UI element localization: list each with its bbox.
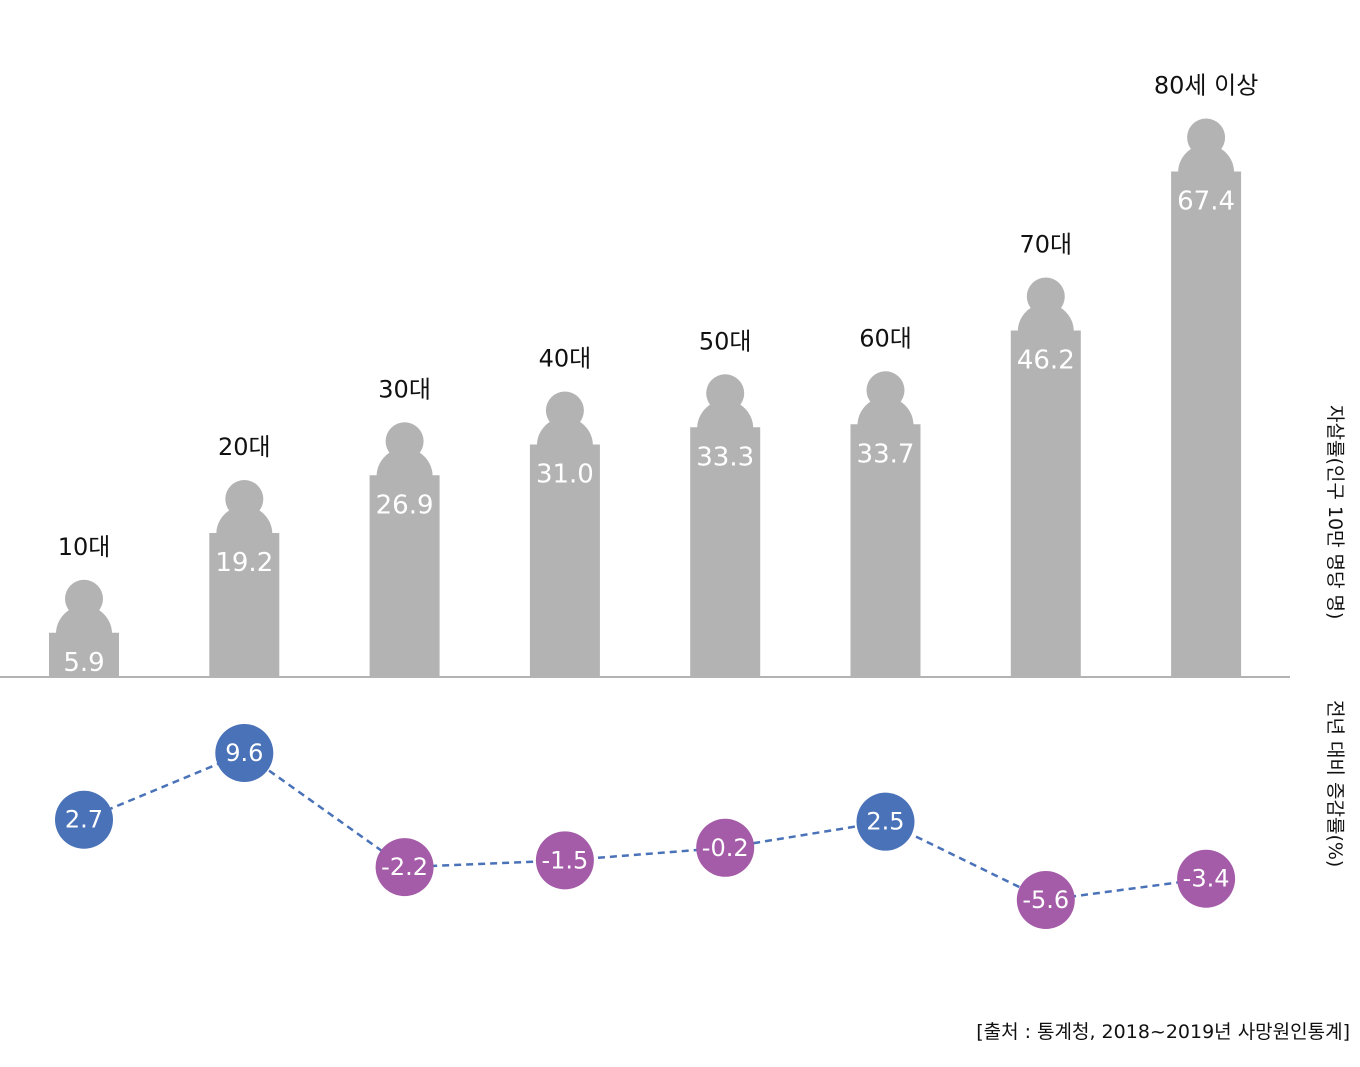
bar-figure: 67.4 80세 이상 xyxy=(1154,72,1258,677)
bar xyxy=(49,632,119,677)
bar-figure: 46.2 70대 xyxy=(1010,231,1081,677)
category-label: 70대 xyxy=(1019,231,1072,259)
point-value-label: -3.4 xyxy=(1183,865,1230,893)
point-value-label: -1.5 xyxy=(541,846,588,874)
category-label: 40대 xyxy=(539,345,592,373)
bar-axis-title: 자살률(인구 10만 명당 명) xyxy=(1324,405,1346,619)
bar-value-label: 26.9 xyxy=(376,490,434,520)
person-shoulders xyxy=(376,448,433,477)
bar-value-label: 67.4 xyxy=(1177,187,1235,217)
person-head-icon xyxy=(706,374,745,413)
bar-figure: 19.2 20대 xyxy=(209,433,280,677)
person-head-icon xyxy=(65,579,103,618)
line-point: -5.6 xyxy=(1016,871,1075,929)
source-note: [출처 : 통계청, 2018~2019년 사망원인통계] xyxy=(976,1021,1350,1043)
person-shoulders xyxy=(1178,144,1235,173)
bar-value-label: 33.3 xyxy=(696,442,754,472)
bar-value-label: 33.7 xyxy=(857,439,915,469)
bar xyxy=(850,424,921,677)
negative-point-marker xyxy=(1016,871,1075,929)
category-label: 10대 xyxy=(58,533,111,561)
line-point: 2.7 xyxy=(55,790,113,849)
bar xyxy=(690,427,761,677)
bar-value-label: 31.0 xyxy=(536,460,594,490)
category-label: 80세 이상 xyxy=(1154,72,1258,100)
person-shoulders xyxy=(536,417,593,446)
positive-point-marker xyxy=(856,792,915,851)
person-shoulders xyxy=(697,400,754,429)
person-head-icon xyxy=(385,422,424,461)
person-shoulders xyxy=(857,397,914,426)
line-point: -3.4 xyxy=(1177,849,1236,908)
negative-point-marker xyxy=(1177,849,1236,908)
dots-layer: 2.7 9.6 -2.2 -1.5 -0.2 2.5 -5.6 -3.4 xyxy=(55,724,1236,929)
bars-layer: 5.9 10대 19.2 20대 26.9 30대 31.0 40대 33.3 50대 33.7 60… xyxy=(49,72,1258,678)
line-axis-title: 전년 대비 증감률(%) xyxy=(1324,700,1346,867)
category-label: 50대 xyxy=(699,327,752,355)
person-head-icon xyxy=(1187,118,1226,157)
bar-value-label: 19.2 xyxy=(215,548,273,578)
bar-figure: 31.0 40대 xyxy=(529,345,600,677)
line-point: 2.5 xyxy=(856,792,915,851)
point-value-label: 9.6 xyxy=(225,739,263,767)
bar-figure: 33.3 50대 xyxy=(690,327,761,677)
category-label: 30대 xyxy=(378,375,431,403)
person-head-icon xyxy=(545,391,584,430)
point-value-label: -0.2 xyxy=(702,834,749,862)
bar xyxy=(209,533,280,677)
line-point: -0.2 xyxy=(696,818,755,877)
bar-value-label: 46.2 xyxy=(1017,346,1075,376)
bar xyxy=(529,444,600,677)
series-line xyxy=(83,751,1207,902)
line-point: -1.5 xyxy=(535,831,594,890)
person-shoulders xyxy=(216,506,273,534)
person-head-icon xyxy=(866,371,905,410)
bar xyxy=(1010,330,1081,677)
bar-figure: 26.9 30대 xyxy=(369,375,440,677)
person-head-icon xyxy=(225,480,264,518)
bar-figure: 5.9 10대 xyxy=(49,533,119,678)
bar-value-label: 5.9 xyxy=(63,648,104,678)
point-value-label: 2.7 xyxy=(65,806,103,834)
point-value-label: -2.2 xyxy=(381,853,428,881)
line-layer xyxy=(83,751,1207,902)
person-shoulders xyxy=(56,605,112,634)
bar xyxy=(1171,171,1242,677)
line-point: 9.6 xyxy=(215,724,274,782)
category-label: 60대 xyxy=(859,324,912,352)
negative-point-marker xyxy=(375,838,434,897)
line-point: -2.2 xyxy=(375,838,434,897)
point-value-label: 2.5 xyxy=(866,808,904,836)
positive-point-marker xyxy=(55,790,113,849)
bar-figure: 33.7 60대 xyxy=(850,324,921,677)
person-shoulders xyxy=(1017,303,1074,332)
positive-point-marker xyxy=(215,724,274,782)
person-head-icon xyxy=(1026,277,1065,316)
point-value-label: -5.6 xyxy=(1022,886,1069,914)
negative-point-marker xyxy=(535,831,594,890)
negative-point-marker xyxy=(696,818,755,877)
bar xyxy=(369,475,440,677)
category-label: 20대 xyxy=(218,433,271,461)
